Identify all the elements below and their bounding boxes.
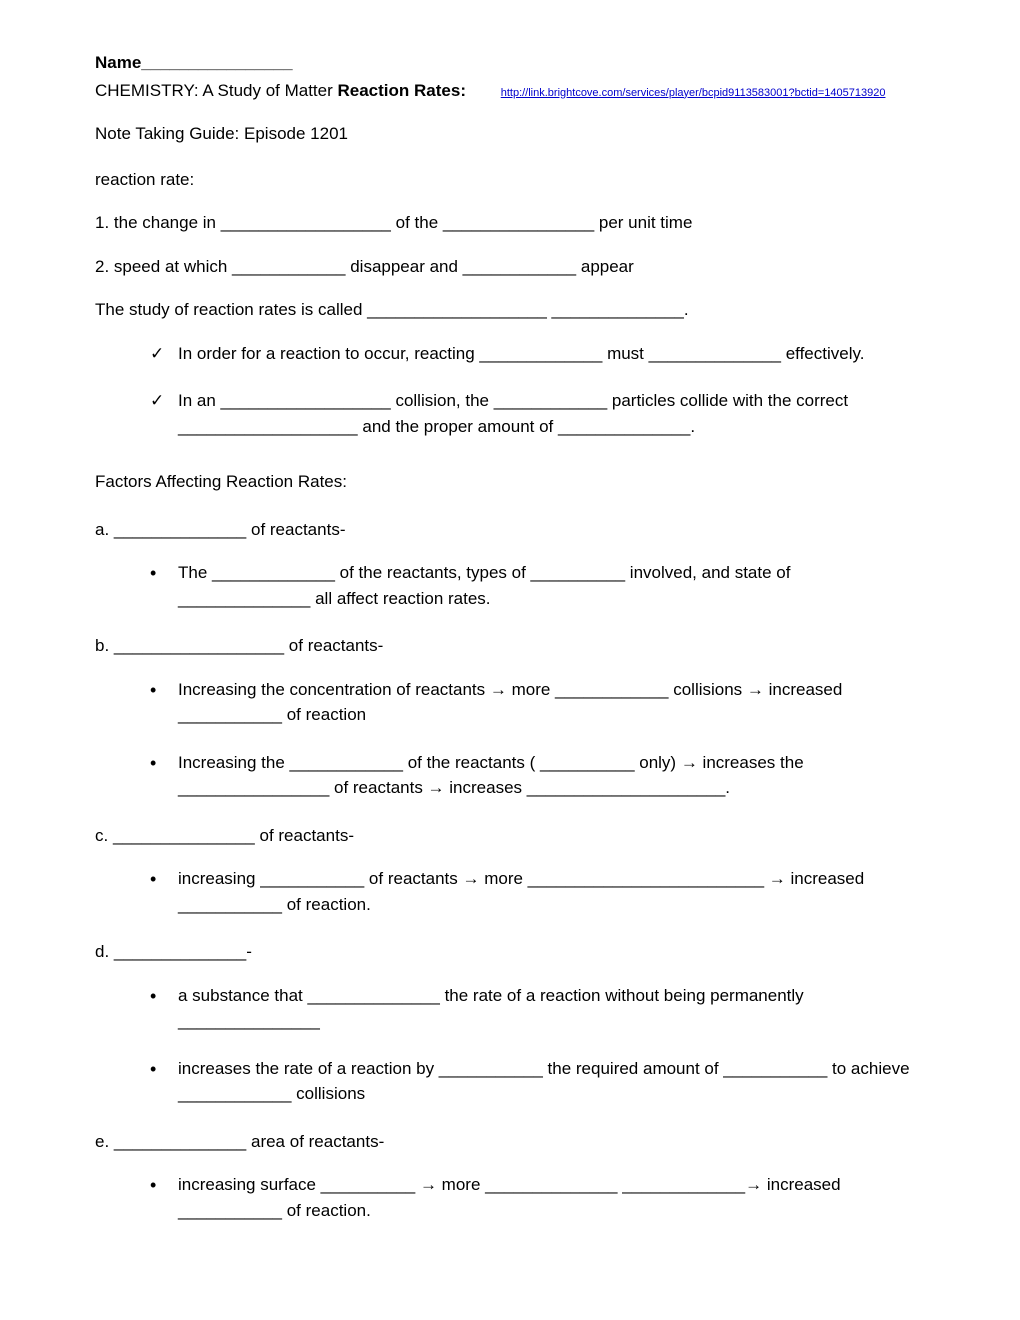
line-1: 1. the change in __________________ of t… xyxy=(95,210,925,236)
subtitle: Note Taking Guide: Episode 1201 xyxy=(95,121,925,147)
factor-e: e. ______________ area of reactants- xyxy=(95,1129,925,1155)
bullet-d-1: a substance that ______________ the rate… xyxy=(150,983,925,1034)
check-item-2: In an __________________ collision, the … xyxy=(150,388,925,439)
bullet-list-e: increasing surface __________ → more ___… xyxy=(95,1172,925,1223)
factors-heading: Factors Affecting Reaction Rates: xyxy=(95,469,925,495)
bullet-a-1: The _____________ of the reactants, type… xyxy=(150,560,925,611)
line-2: 2. speed at which ____________ disappear… xyxy=(95,254,925,280)
bullet-d-2: increases the rate of a reaction by ____… xyxy=(150,1056,925,1107)
course-text: CHEMISTRY: A Study of Matter xyxy=(95,81,338,100)
factor-a: a. ______________ of reactants- xyxy=(95,517,925,543)
bullet-list-a: The _____________ of the reactants, type… xyxy=(95,560,925,611)
name-label: Name________________ xyxy=(95,50,925,76)
bullet-list-d: a substance that ______________ the rate… xyxy=(95,983,925,1107)
check-list: In order for a reaction to occur, reacti… xyxy=(95,341,925,440)
factor-c: c. _______________ of reactants- xyxy=(95,823,925,849)
video-link[interactable]: http://link.brightcove.com/services/play… xyxy=(501,87,886,99)
check-item-1: In order for a reaction to occur, reacti… xyxy=(150,341,925,367)
bullet-c-1: increasing ___________ of reactants → mo… xyxy=(150,866,925,917)
bullet-b-1: Increasing the concentration of reactant… xyxy=(150,677,925,728)
header-row: CHEMISTRY: A Study of Matter Reaction Ra… xyxy=(95,78,925,104)
line-3: The study of reaction rates is called __… xyxy=(95,297,925,323)
title-bold: Reaction Rates: xyxy=(338,81,466,100)
bullet-b-2: Increasing the ____________ of the react… xyxy=(150,750,925,801)
bullet-list-b: Increasing the concentration of reactant… xyxy=(95,677,925,801)
intro-line: reaction rate: xyxy=(95,167,925,193)
factor-d: d. ______________- xyxy=(95,939,925,965)
factor-b: b. __________________ of reactants- xyxy=(95,633,925,659)
bullet-e-1: increasing surface __________ → more ___… xyxy=(150,1172,925,1223)
bullet-list-c: increasing ___________ of reactants → mo… xyxy=(95,866,925,917)
